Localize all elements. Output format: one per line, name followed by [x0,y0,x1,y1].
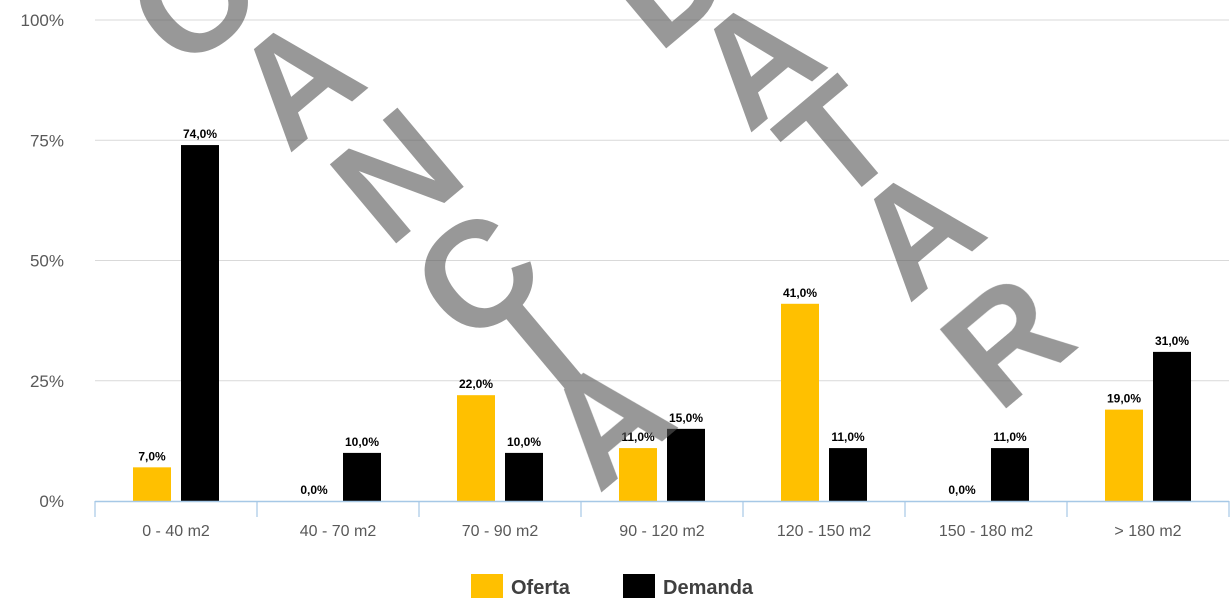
legend-label: Oferta [511,577,571,598]
bar-oferta [457,395,495,501]
data-label: 0,0% [948,483,976,497]
legend: Oferta Demanda [471,574,754,598]
data-label: 22,0% [459,377,493,391]
x-category-label: 120 - 150 m2 [777,523,871,540]
bar-demanda [991,448,1029,501]
data-label: 11,0% [831,430,865,444]
y-tick-label: 100% [21,11,64,30]
x-category-label: 0 - 40 m2 [142,523,210,540]
bar-oferta [619,448,657,501]
bar-oferta [1105,409,1143,501]
data-label: 31,0% [1155,334,1189,348]
bar-oferta [781,303,819,501]
data-label: 10,0% [345,435,379,449]
gridlines [95,19,1229,382]
data-label: 15,0% [669,411,703,425]
data-label: 11,0% [993,430,1027,444]
y-axis-tick-labels: 0% 25% 50% 75% 100% [21,11,64,511]
y-tick-label: 75% [30,131,64,150]
x-category-label: > 180 m2 [1114,523,1181,540]
bar-demanda [1153,351,1191,501]
data-label: 74,0% [183,127,217,141]
x-category-label: 70 - 90 m2 [462,523,539,540]
x-axis [94,500,1230,517]
data-label: 7,0% [138,449,166,463]
data-label: 11,0% [621,430,655,444]
legend-swatch [623,574,655,598]
bar-demanda [505,452,543,501]
legend-swatch [471,574,503,598]
x-axis-category-labels: 0 - 40 m2 40 - 70 m2 70 - 90 m2 90 - 120 m2… [142,523,1181,540]
legend-label: Demanda [663,577,754,598]
data-labels: 7,0% 74,0% 0,0% 10,0% 22,0% 10,0% 11,0% 15,0% 41… [138,127,1189,497]
bar-demanda [181,145,219,501]
y-tick-label: 50% [30,252,64,271]
data-label: 41,0% [783,286,817,300]
x-category-label: 90 - 120 m2 [619,523,704,540]
x-category-label: 40 - 70 m2 [300,523,377,540]
y-tick-label: 0% [39,492,64,511]
bar-oferta [133,467,171,501]
bar-demanda [667,428,705,501]
bars [133,145,1191,501]
y-tick-label: 25% [30,372,64,391]
watermark: CANCIADATAR [96,0,1102,519]
bar-demanda [343,452,381,501]
x-category-label: 150 - 180 m2 [939,523,1033,540]
data-label: 19,0% [1107,392,1141,406]
data-label: 0,0% [300,483,328,497]
data-label: 10,0% [507,435,541,449]
bar-demanda [829,448,867,501]
